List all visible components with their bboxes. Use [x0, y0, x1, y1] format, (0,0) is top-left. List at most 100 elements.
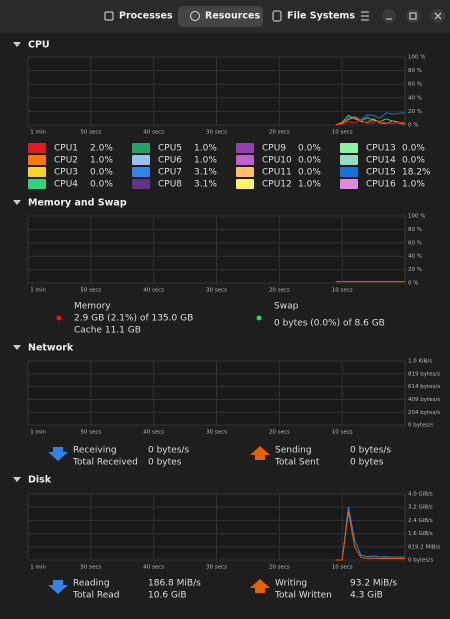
x-tick-label: 1 min — [30, 130, 46, 136]
cpu-color-swatch[interactable] — [28, 143, 46, 153]
section-title: Disk — [28, 475, 52, 486]
graph-line — [335, 119, 406, 126]
cpu-color-swatch[interactable] — [340, 167, 358, 177]
cpu-name: CPU9 — [262, 144, 286, 154]
collapse-arrow[interactable] — [13, 42, 21, 47]
y-tick-label: 60 % — [408, 240, 422, 246]
x-tick-label: 20 secs — [269, 130, 290, 136]
x-tick-label: 30 secs — [206, 565, 227, 571]
left-icon — [48, 580, 68, 594]
cpu-usage: 1.0% — [402, 180, 425, 190]
tab[interactable]: Resources — [205, 11, 260, 22]
memory-usage: 2.9 GB (2.1%) of 135.0 GB — [74, 314, 193, 324]
swap-dot[interactable] — [256, 315, 262, 321]
cpu-color-swatch[interactable] — [236, 167, 254, 177]
resources-icon — [190, 11, 200, 21]
graph-line — [335, 112, 406, 126]
y-tick-label: 0 bytes/s — [408, 423, 433, 429]
cpu-name: CPU13 — [366, 144, 396, 154]
cpu-color-swatch[interactable] — [236, 179, 254, 189]
cpu-color-swatch[interactable] — [132, 167, 150, 177]
cpu-color-swatch[interactable] — [28, 179, 46, 189]
cpu-name: CPU7 — [158, 168, 182, 178]
memory-label: Memory — [74, 302, 111, 312]
x-tick-label: 30 secs — [206, 430, 227, 436]
cpu-name: CPU5 — [158, 144, 182, 154]
x-tick-label: 30 secs — [206, 288, 227, 294]
x-tick-label: 10 secs — [332, 288, 353, 294]
x-tick-label: 1 min — [30, 430, 46, 436]
x-tick-label: 20 secs — [269, 288, 290, 294]
graph-line — [335, 116, 406, 126]
cpu-name: CPU12 — [262, 180, 292, 190]
swap-usage: 0 bytes (0.0%) of 8.6 GB — [274, 319, 385, 329]
y-tick-label: 40 % — [408, 95, 422, 101]
cpu-usage: 18.2% — [402, 168, 431, 178]
io-value: 93.2 MiB/s — [350, 579, 397, 589]
io-value: 0 bytes/s — [148, 446, 189, 456]
cpu-usage: 1.0% — [194, 156, 217, 166]
menu-button[interactable] — [361, 11, 369, 21]
cpu-color-swatch[interactable] — [28, 167, 46, 177]
cpu-color-swatch[interactable] — [28, 155, 46, 165]
x-tick-label: 50 secs — [80, 288, 101, 294]
section-title: Memory and Swap — [28, 198, 127, 209]
io-value: 4.3 GiB — [350, 591, 383, 601]
io-label: Total Read — [72, 591, 120, 601]
minimize-button[interactable] — [382, 9, 396, 23]
y-tick-label: 0 bytes/s — [408, 558, 433, 564]
io-value: 0 bytes — [148, 458, 182, 468]
memory-dot[interactable] — [56, 315, 62, 321]
left-icon — [48, 447, 68, 461]
cpu-name: CPU10 — [262, 156, 292, 166]
cpu-color-swatch[interactable] — [236, 143, 254, 153]
io-label: Receiving — [73, 446, 117, 456]
collapse-arrow[interactable] — [13, 477, 21, 482]
y-tick-label: 409 bytes/s — [408, 397, 440, 403]
y-tick-label: 1.6 GiB/s — [408, 531, 433, 537]
io-label: Reading — [73, 579, 110, 589]
y-tick-label: 2.4 GiB/s — [408, 518, 433, 524]
x-tick-label: 20 secs — [269, 565, 290, 571]
tab[interactable]: File Systems — [287, 11, 355, 22]
cpu-usage: 0.0% — [402, 156, 425, 166]
x-tick-label: 50 secs — [80, 430, 101, 436]
tab[interactable]: Processes — [119, 11, 173, 22]
cpu-color-swatch[interactable] — [132, 179, 150, 189]
io-value: 10.6 GiB — [148, 591, 187, 601]
maximize-button[interactable] — [406, 9, 420, 23]
cpu-name: CPU15 — [366, 168, 396, 178]
processes-icon — [104, 11, 114, 21]
y-tick-label: 1.0 KiB/s — [408, 359, 432, 365]
cpu-usage: 2.0% — [90, 144, 113, 154]
x-tick-label: 30 secs — [206, 130, 227, 136]
collapse-arrow[interactable] — [13, 345, 21, 350]
io-value: 0 bytes — [350, 458, 384, 468]
cpu-name: CPU8 — [158, 180, 182, 190]
cpu-usage: 1.0% — [194, 144, 217, 154]
x-tick-label: 10 secs — [332, 565, 353, 571]
cpu-name: CPU14 — [366, 156, 396, 166]
cpu-color-swatch[interactable] — [132, 155, 150, 165]
cpu-usage: 1.0% — [90, 156, 113, 166]
collapse-arrow[interactable] — [13, 200, 21, 205]
y-tick-label: 819.2 MiB/s — [408, 544, 440, 550]
x-tick-label: 40 secs — [143, 430, 164, 436]
y-tick-label: 100 % — [408, 55, 425, 61]
y-tick-label: 20 % — [408, 109, 422, 115]
cpu-color-swatch[interactable] — [236, 155, 254, 165]
x-tick-label: 20 secs — [269, 430, 290, 436]
cpu-color-swatch[interactable] — [340, 155, 358, 165]
cpu-name: CPU2 — [54, 156, 78, 166]
cpu-color-swatch[interactable] — [340, 179, 358, 189]
cpu-usage: 0.0% — [298, 156, 321, 166]
cpu-color-swatch[interactable] — [340, 143, 358, 153]
y-tick-label: 40 % — [408, 254, 422, 260]
cpu-usage: 0.0% — [298, 144, 321, 154]
y-tick-label: 4.0 GiB/s — [408, 492, 433, 498]
swap-label: Swap — [274, 302, 299, 312]
cpu-usage: 0.0% — [298, 168, 321, 178]
cpu-color-swatch[interactable] — [132, 143, 150, 153]
y-tick-label: 80 % — [408, 227, 422, 233]
y-tick-label: 3.2 GiB/s — [408, 505, 433, 511]
